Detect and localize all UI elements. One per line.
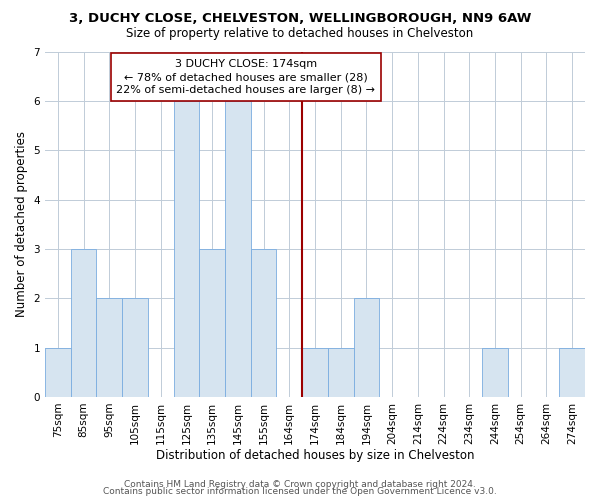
Bar bbox=[173, 101, 199, 397]
Bar bbox=[353, 298, 379, 397]
X-axis label: Distribution of detached houses by size in Chelveston: Distribution of detached houses by size … bbox=[156, 450, 474, 462]
Bar bbox=[97, 298, 122, 397]
Bar bbox=[199, 249, 225, 397]
Text: Size of property relative to detached houses in Chelveston: Size of property relative to detached ho… bbox=[127, 28, 473, 40]
Bar bbox=[328, 348, 353, 397]
Bar bbox=[225, 101, 251, 397]
Text: Contains public sector information licensed under the Open Government Licence v3: Contains public sector information licen… bbox=[103, 487, 497, 496]
Text: 3, DUCHY CLOSE, CHELVESTON, WELLINGBOROUGH, NN9 6AW: 3, DUCHY CLOSE, CHELVESTON, WELLINGBOROU… bbox=[69, 12, 531, 26]
Bar bbox=[71, 249, 97, 397]
Text: Contains HM Land Registry data © Crown copyright and database right 2024.: Contains HM Land Registry data © Crown c… bbox=[124, 480, 476, 489]
Bar bbox=[122, 298, 148, 397]
Bar bbox=[302, 348, 328, 397]
Bar bbox=[559, 348, 585, 397]
Bar bbox=[45, 348, 71, 397]
Bar bbox=[482, 348, 508, 397]
Text: 3 DUCHY CLOSE: 174sqm
← 78% of detached houses are smaller (28)
22% of semi-deta: 3 DUCHY CLOSE: 174sqm ← 78% of detached … bbox=[116, 59, 375, 96]
Y-axis label: Number of detached properties: Number of detached properties bbox=[15, 131, 28, 317]
Bar bbox=[251, 249, 277, 397]
